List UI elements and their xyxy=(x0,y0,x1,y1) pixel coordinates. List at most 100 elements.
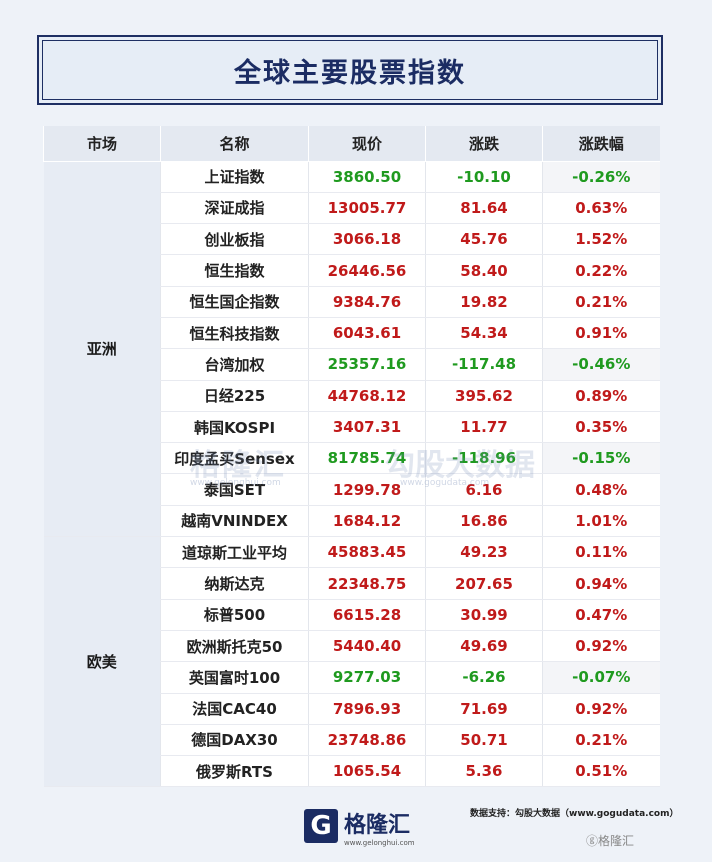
logo-g-icon: G xyxy=(304,809,338,843)
price-cell: 9384.76 xyxy=(308,286,426,318)
name-cell: 台湾加权 xyxy=(160,348,309,381)
name-cell: 深证成指 xyxy=(160,192,309,225)
table-row: 创业板指 3066.18 45.76 1.52% xyxy=(44,223,660,256)
table-row: 韩国KOSPI 3407.31 11.77 0.35% xyxy=(44,411,660,444)
price-cell: 23748.86 xyxy=(308,724,426,757)
pct-cell: 0.92% xyxy=(542,693,660,725)
price-cell: 3860.50 xyxy=(308,161,426,193)
table-row: 越南VNINDEX 1684.12 16.86 1.01% xyxy=(44,505,660,538)
table-row: 台湾加权 25357.16 -117.48 -0.46% xyxy=(44,348,660,381)
name-cell: 恒生指数 xyxy=(160,254,309,287)
name-cell: 法国CAC40 xyxy=(160,693,309,725)
name-cell: 越南VNINDEX xyxy=(160,505,309,538)
change-cell: 54.34 xyxy=(425,317,543,350)
change-cell: 81.64 xyxy=(425,192,543,225)
pct-cell: -0.15% xyxy=(542,442,660,475)
name-cell: 恒生国企指数 xyxy=(160,286,309,318)
name-cell: 泰国SET xyxy=(160,473,309,506)
pct-cell: 1.01% xyxy=(542,505,660,538)
table-header-row: 市场 名称 现价 涨跌 涨跌幅 xyxy=(43,126,660,162)
change-cell: 11.77 xyxy=(425,411,543,444)
name-cell: 创业板指 xyxy=(160,223,309,256)
page-title: 全球主要股票指数 xyxy=(234,57,466,89)
change-cell: -118.96 xyxy=(425,442,543,475)
price-cell: 3407.31 xyxy=(308,411,426,444)
pct-cell: 0.51% xyxy=(542,755,660,788)
name-cell: 纳斯达克 xyxy=(160,567,309,600)
pct-cell: -0.07% xyxy=(542,661,660,694)
table-row: 亚洲 上证指数 3860.50 -10.10 -0.26% xyxy=(43,161,660,538)
table-row: 恒生国企指数 9384.76 19.82 0.21% xyxy=(44,286,660,318)
name-cell: 印度孟买Sensex xyxy=(160,442,309,475)
pct-cell: 0.63% xyxy=(542,192,660,225)
name-cell: 恒生科技指数 xyxy=(160,317,309,350)
header-change: 涨跌 xyxy=(425,126,543,162)
change-cell: 6.16 xyxy=(425,473,543,506)
table-row: 欧洲斯托克50 5440.40 49.69 0.92% xyxy=(44,630,660,663)
price-cell: 81785.74 xyxy=(308,442,426,475)
name-cell: 上证指数 xyxy=(160,161,309,193)
table-row: 纳斯达克 22348.75 207.65 0.94% xyxy=(44,567,660,600)
pct-cell: 0.35% xyxy=(542,411,660,444)
change-cell: 19.82 xyxy=(425,286,543,318)
pct-cell: 0.91% xyxy=(542,317,660,350)
change-cell: -117.48 xyxy=(425,348,543,381)
change-cell: 207.65 xyxy=(425,567,543,600)
name-cell: 韩国KOSPI xyxy=(160,411,309,444)
table-row: 俄罗斯RTS 1065.54 5.36 0.51% xyxy=(44,755,660,788)
table-row: 欧美 道琼斯工业平均 45883.45 49.23 0.11% xyxy=(43,536,660,788)
name-cell: 日经225 xyxy=(160,380,309,412)
name-cell: 俄罗斯RTS xyxy=(160,755,309,788)
price-cell: 45883.45 xyxy=(308,536,426,569)
change-cell: 50.71 xyxy=(425,724,543,757)
change-cell: 30.99 xyxy=(425,599,543,631)
table-row: 深证成指 13005.77 81.64 0.63% xyxy=(44,192,660,225)
change-cell: 49.69 xyxy=(425,630,543,663)
change-cell: 45.76 xyxy=(425,223,543,256)
table-row: 恒生指数 26446.56 58.40 0.22% xyxy=(44,254,660,287)
pct-cell: 0.22% xyxy=(542,254,660,287)
table-row: 印度孟买Sensex 81785.74 -118.96 -0.15% xyxy=(44,442,660,475)
price-cell: 9277.03 xyxy=(308,661,426,694)
header-price: 现价 xyxy=(308,126,426,162)
change-cell: 71.69 xyxy=(425,693,543,725)
pct-cell: -0.46% xyxy=(542,348,660,381)
name-cell: 德国DAX30 xyxy=(160,724,309,757)
header-name: 名称 xyxy=(160,126,309,162)
pct-cell: 0.21% xyxy=(542,724,660,757)
change-cell: 5.36 xyxy=(425,755,543,788)
price-cell: 1065.54 xyxy=(308,755,426,788)
change-cell: -6.26 xyxy=(425,661,543,694)
pct-cell: 0.92% xyxy=(542,630,660,663)
name-cell: 欧洲斯托克50 xyxy=(160,630,309,663)
logo-url: www.gelonghui.com xyxy=(344,839,415,847)
index-table: 市场 名称 现价 涨跌 涨跌幅 亚洲 上证指数 3860.50 -10.10 -0.26… xyxy=(43,126,660,788)
gelonghui-logo: G 格隆汇 www.gelonghui.com xyxy=(304,805,424,847)
price-cell: 22348.75 xyxy=(308,567,426,600)
price-cell: 26446.56 xyxy=(308,254,426,287)
market-cell: 亚洲 xyxy=(43,161,161,538)
price-cell: 44768.12 xyxy=(308,380,426,412)
name-cell: 英国富时100 xyxy=(160,661,309,694)
name-cell: 道琼斯工业平均 xyxy=(160,536,309,569)
table-row: 恒生科技指数 6043.61 54.34 0.91% xyxy=(44,317,660,350)
price-cell: 1684.12 xyxy=(308,505,426,538)
price-cell: 1299.78 xyxy=(308,473,426,506)
change-cell: 58.40 xyxy=(425,254,543,287)
title-box: 全球主要股票指数 xyxy=(37,35,663,105)
pct-cell: 1.52% xyxy=(542,223,660,256)
table-row: 法国CAC40 7896.93 71.69 0.92% xyxy=(44,693,660,725)
data-source-note: 数据支持：勾股大数据（www.gogudata.com） xyxy=(470,809,679,819)
corner-watermark: ⓖ格隆汇 xyxy=(586,834,635,848)
price-cell: 25357.16 xyxy=(308,348,426,381)
price-cell: 3066.18 xyxy=(308,223,426,256)
pct-cell: 0.48% xyxy=(542,473,660,506)
pct-cell: -0.26% xyxy=(542,161,660,193)
pct-cell: 0.21% xyxy=(542,286,660,318)
pct-cell: 0.47% xyxy=(542,599,660,631)
change-cell: 395.62 xyxy=(425,380,543,412)
header-market: 市场 xyxy=(43,126,161,162)
price-cell: 5440.40 xyxy=(308,630,426,663)
title-frame: 全球主要股票指数 xyxy=(42,40,658,100)
price-cell: 13005.77 xyxy=(308,192,426,225)
